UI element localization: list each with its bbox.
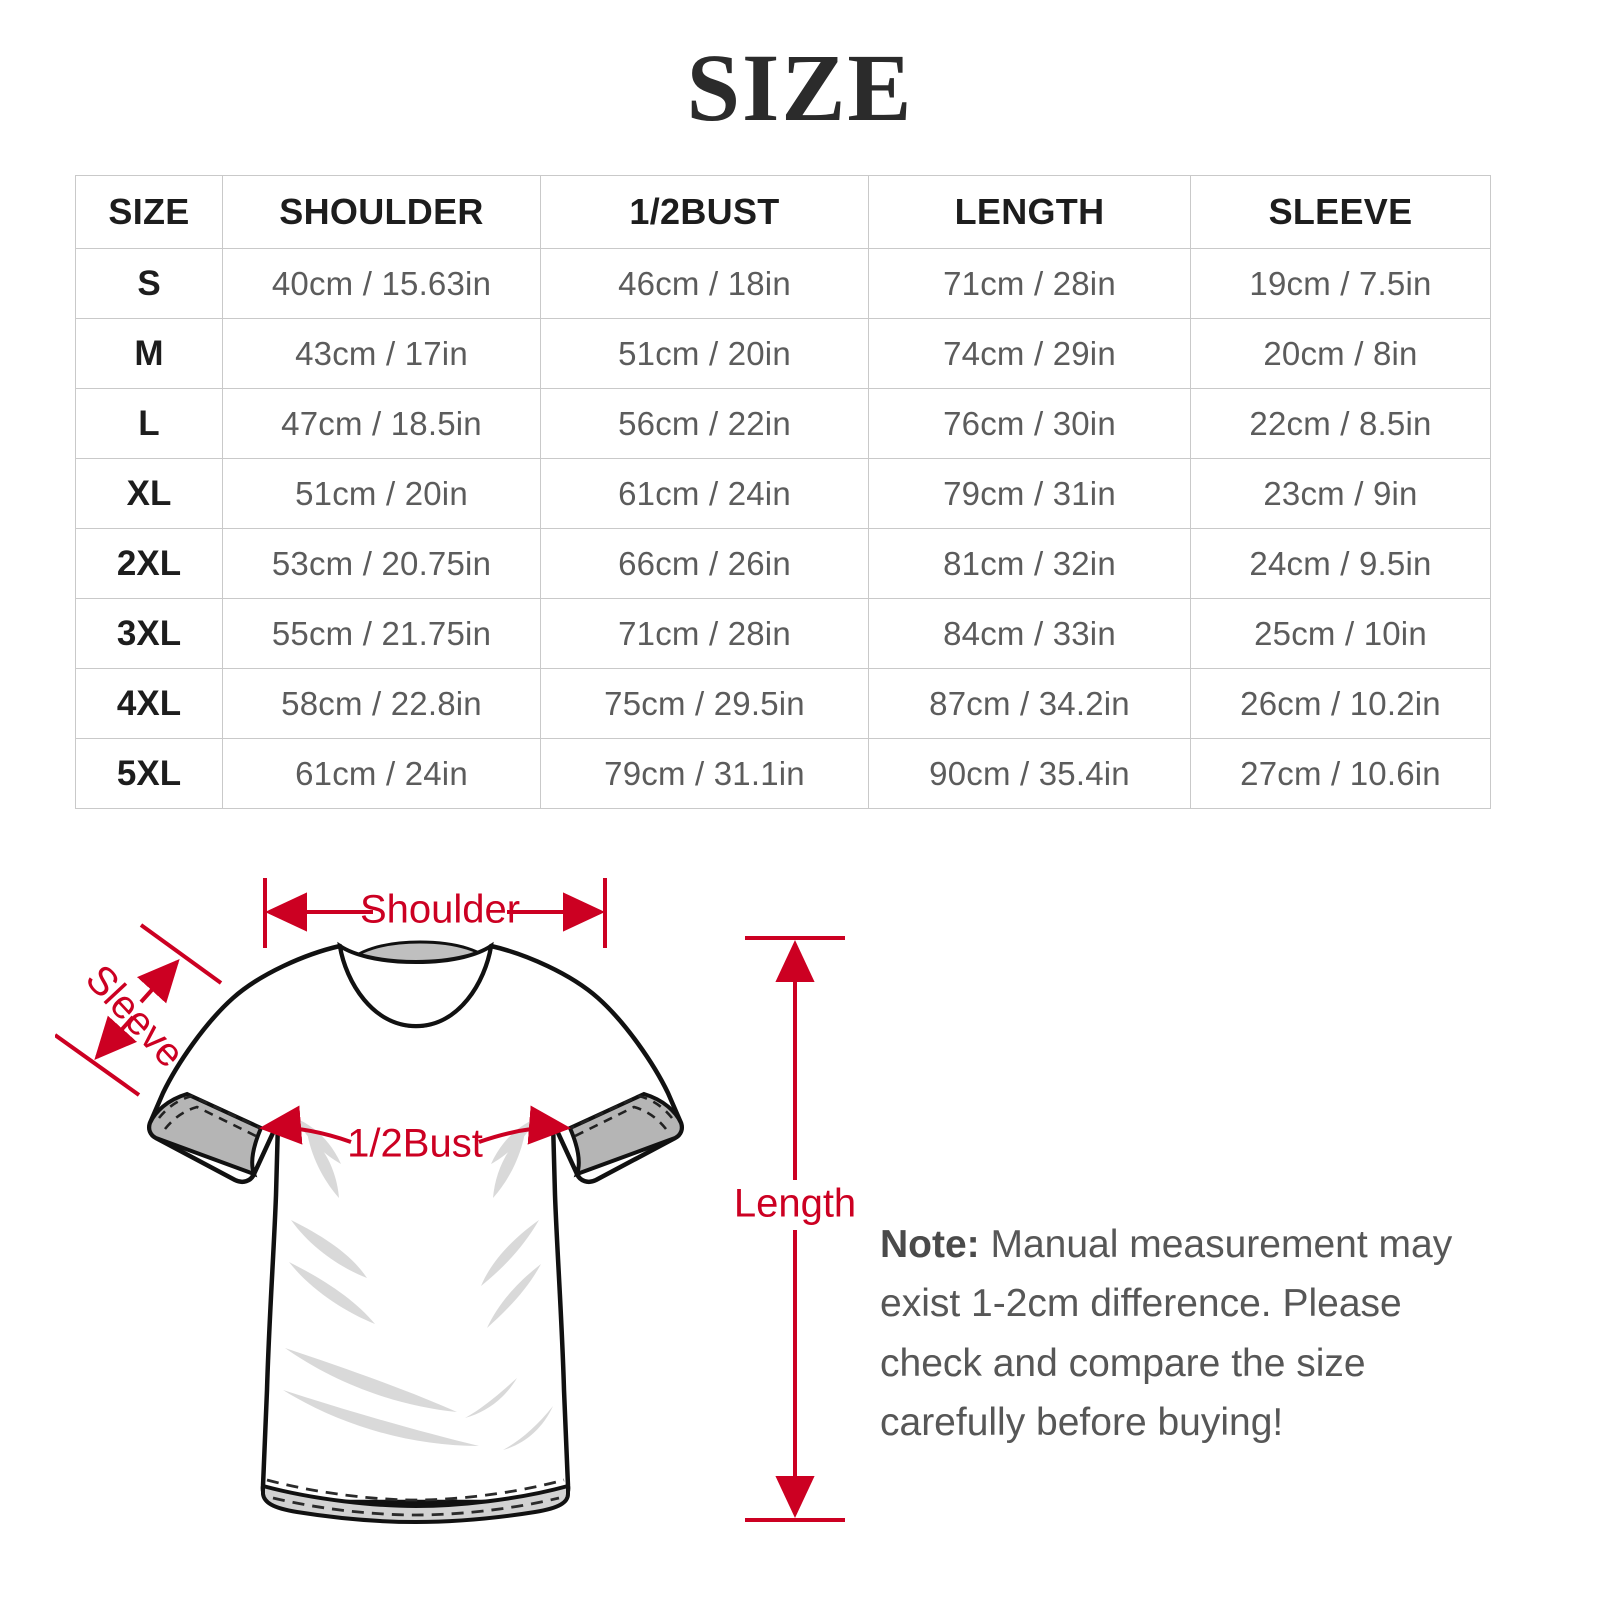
- table-row: 5XL 61cm / 24in 79cm / 31.1in 90cm / 35.…: [75, 738, 1491, 809]
- note-label: Note:: [880, 1223, 980, 1266]
- column-header-sleeve: SLEEVE: [1190, 175, 1491, 249]
- cell-shoulder: 58cm / 22.8in: [222, 668, 541, 739]
- cell-size: L: [75, 388, 223, 459]
- tshirt-outline: [147, 943, 684, 1505]
- cell-sleeve: 26cm / 10.2in: [1190, 668, 1491, 739]
- cell-bust: 79cm / 31.1in: [540, 738, 869, 809]
- cell-length: 81cm / 32in: [868, 528, 1191, 599]
- right-sleeve-cuff-stitch-2: [572, 1105, 668, 1139]
- table-row: 3XL 55cm / 21.75in 71cm / 28in 84cm / 33…: [75, 598, 1491, 669]
- column-header-shoulder: SHOULDER: [222, 175, 541, 249]
- bottom-hem-stitch-lower: [272, 1496, 560, 1517]
- cell-size: 3XL: [75, 598, 223, 669]
- note-text: Manual measurement may exist 1-2cm diffe…: [880, 1223, 1453, 1444]
- cell-shoulder: 43cm / 17in: [222, 318, 541, 389]
- sleeve-upper-tick: [139, 923, 223, 985]
- right-sleeve-cuff: [567, 1091, 684, 1178]
- cell-bust: 71cm / 28in: [540, 598, 869, 669]
- page-title: SIZE: [686, 34, 914, 141]
- collar-outer-edge: [337, 941, 494, 1029]
- cell-bust: 51cm / 20in: [540, 318, 869, 389]
- note-block: Note: Manual measurement may exist 1-2cm…: [880, 1215, 1480, 1452]
- cell-length: 74cm / 29in: [868, 318, 1191, 389]
- cell-bust: 56cm / 22in: [540, 388, 869, 459]
- cell-shoulder: 55cm / 21.75in: [222, 598, 541, 669]
- size-chart-table-container: SIZE SHOULDER 1/2BUST LENGTH SLEEVE S 40…: [75, 175, 1491, 809]
- cell-shoulder: 40cm / 15.63in: [222, 248, 541, 319]
- cell-size: XL: [75, 458, 223, 529]
- cell-bust: 61cm / 24in: [540, 458, 869, 529]
- length-measure-annotation: Length: [734, 936, 856, 1522]
- sleeve-label: Sleeve: [77, 957, 193, 1076]
- cell-bust: 46cm / 18in: [540, 248, 869, 319]
- cell-sleeve: 19cm / 7.5in: [1190, 248, 1491, 319]
- cell-shoulder: 47cm / 18.5in: [222, 388, 541, 459]
- fabric-fold-shading: [283, 1118, 553, 1450]
- table-row: 2XL 53cm / 20.75in 66cm / 26in 81cm / 32…: [75, 528, 1491, 599]
- cell-shoulder: 53cm / 20.75in: [222, 528, 541, 599]
- left-sleeve-cuff: [147, 1091, 264, 1178]
- cell-sleeve: 25cm / 10in: [1190, 598, 1491, 669]
- left-sleeve-cuff-stitch-2: [163, 1105, 259, 1139]
- table-row: S 40cm / 15.63in 46cm / 18in 71cm / 28in…: [75, 248, 1491, 319]
- cell-size: 5XL: [75, 738, 223, 809]
- bust-measure-annotation: 1/2Bust: [259, 1105, 571, 1166]
- cell-bust: 66cm / 26in: [540, 528, 869, 599]
- cell-length: 76cm / 30in: [868, 388, 1191, 459]
- table-row: 4XL 58cm / 22.8in 75cm / 29.5in 87cm / 3…: [75, 668, 1491, 739]
- cell-length: 71cm / 28in: [868, 248, 1191, 319]
- cell-length: 79cm / 31in: [868, 458, 1191, 529]
- bust-label: 1/2Bust: [347, 1122, 483, 1166]
- table-header-row: SIZE SHOULDER 1/2BUST LENGTH SLEEVE: [75, 175, 1491, 249]
- cell-size: 2XL: [75, 528, 223, 599]
- left-sleeve-cuff-stitch: [157, 1094, 261, 1130]
- column-header-size: SIZE: [75, 175, 223, 249]
- cell-length: 87cm / 34.2in: [868, 668, 1191, 739]
- shoulder-measure-annotation: Shoulder: [263, 878, 607, 948]
- column-header-bust: 1/2BUST: [540, 175, 869, 249]
- shoulder-label: Shoulder: [360, 888, 520, 932]
- bottom-hem-stitch-upper: [266, 1478, 565, 1502]
- length-label: Length: [734, 1182, 856, 1226]
- cell-size: M: [75, 318, 223, 389]
- cell-length: 90cm / 35.4in: [868, 738, 1191, 809]
- bust-arrow-right: [478, 1105, 571, 1145]
- cell-shoulder: 61cm / 24in: [222, 738, 541, 809]
- size-chart-table: SIZE SHOULDER 1/2BUST LENGTH SLEEVE S 40…: [75, 175, 1491, 809]
- cell-size: 4XL: [75, 668, 223, 739]
- tshirt-illustration: [147, 940, 684, 1525]
- cell-length: 84cm / 33in: [868, 598, 1191, 669]
- bottom-hem: [261, 1483, 570, 1525]
- sleeve-arrow-up: [137, 959, 180, 1004]
- cell-bust: 75cm / 29.5in: [540, 668, 869, 739]
- cell-sleeve: 27cm / 10.6in: [1190, 738, 1491, 809]
- bust-arrow-left: [259, 1105, 352, 1145]
- column-header-length: LENGTH: [868, 175, 1191, 249]
- right-sleeve-cuff-stitch: [570, 1094, 674, 1130]
- cell-sleeve: 23cm / 9in: [1190, 458, 1491, 529]
- cell-sleeve: 20cm / 8in: [1190, 318, 1491, 389]
- cell-shoulder: 51cm / 20in: [222, 458, 541, 529]
- table-row: M 43cm / 17in 51cm / 20in 74cm / 29in 20…: [75, 318, 1491, 389]
- sleeve-lower-tick: [55, 1033, 141, 1097]
- table-row: XL 51cm / 20in 61cm / 24in 79cm / 31in 2…: [75, 458, 1491, 529]
- cell-sleeve: 24cm / 9.5in: [1190, 528, 1491, 599]
- tshirt-diagram-svg: Shoulder Sleeve 1/2Bust Length: [55, 878, 856, 1525]
- cell-sleeve: 22cm / 8.5in: [1190, 388, 1491, 459]
- sleeve-arrow-down: [94, 1015, 137, 1060]
- cell-size: S: [75, 248, 223, 319]
- table-row: L 47cm / 18.5in 56cm / 22in 76cm / 30in …: [75, 388, 1491, 459]
- measurement-diagram: Shoulder Sleeve 1/2Bust Length: [0, 840, 1600, 1600]
